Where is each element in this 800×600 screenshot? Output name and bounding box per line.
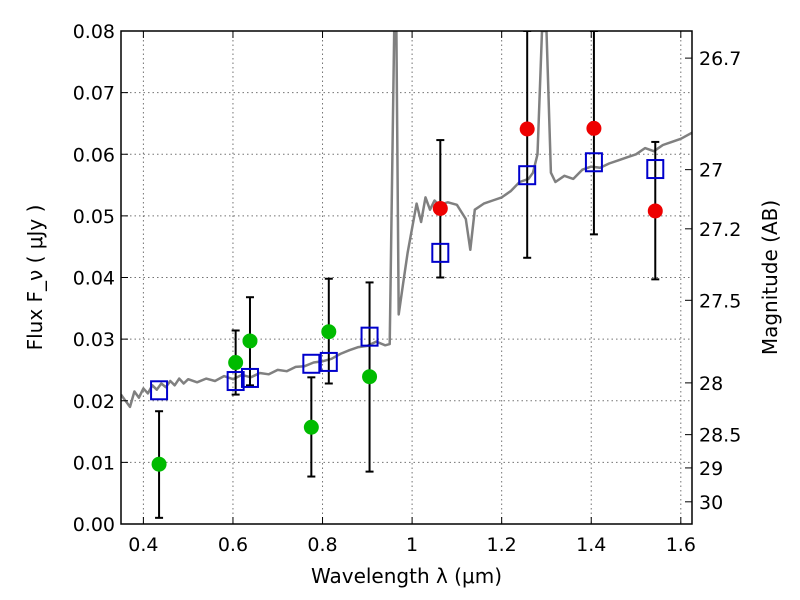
right-tick-label: 26.7: [699, 48, 741, 70]
y-tick-label: 0.00: [73, 514, 115, 536]
y-tick-label: 0.08: [73, 21, 115, 43]
x-axis-title: Wavelength λ (μm): [311, 564, 502, 588]
model-point-square: [584, 152, 603, 173]
data-point: [362, 369, 378, 385]
x-tick-label: 1: [406, 534, 418, 556]
y-tick-label: 0.05: [73, 206, 115, 228]
data-point: [303, 419, 319, 435]
y-tick-label: 0.01: [73, 452, 115, 474]
model-point-square: [646, 159, 665, 180]
x-tick-label: 1.4: [576, 534, 606, 556]
y-axis-title-right: Magnitude (AB): [758, 200, 782, 355]
x-tick-label: 1.2: [487, 534, 517, 556]
right-tick-label: 27: [699, 160, 723, 182]
data-point: [228, 355, 244, 371]
x-tick-label: 0.6: [218, 534, 248, 556]
plot-area: [121, 31, 692, 519]
y-tick-label: 0.07: [73, 83, 115, 105]
right-tick-label: 29: [699, 458, 723, 480]
x-tick-label: 0.8: [307, 534, 337, 556]
right-tick-label: 28.5: [699, 425, 741, 447]
right-tick-label: 27.5: [699, 290, 741, 312]
data-point: [321, 324, 337, 340]
data-point: [519, 121, 535, 137]
model-point-square: [518, 165, 537, 186]
axes: [120, 30, 693, 525]
model-point-square: [360, 326, 379, 347]
x-tick-label: 1.6: [666, 534, 696, 556]
axis-labels: 0.4 0.6 0.8 1 1.2 1.4 1.6 0.00 0.01 0.02 0.03 0.04 0…: [23, 21, 782, 588]
y-axis-title-left: Flux F_ν ( μJy ): [23, 205, 47, 351]
model-point-square: [319, 351, 338, 372]
model-point-square: [240, 367, 259, 388]
model-point-square: [150, 380, 169, 401]
model-point-square: [226, 371, 245, 392]
data-point: [151, 456, 167, 472]
right-tick-label: 30: [699, 492, 723, 514]
y-tick-label: 0.04: [73, 268, 115, 290]
model-spectrum-line: [121, 31, 692, 409]
model-point-square: [431, 242, 450, 263]
x-tick-label: 0.4: [128, 534, 158, 556]
data-point: [432, 200, 448, 216]
data-point: [586, 120, 602, 136]
model-point-square: [302, 353, 321, 374]
data-point: [242, 333, 258, 349]
y-tick-label: 0.03: [73, 329, 115, 351]
right-tick-label: 27.2: [699, 219, 741, 241]
y-tick-label: 0.02: [73, 391, 115, 413]
y-tick-label: 0.06: [73, 144, 115, 166]
grid-lines: [121, 30, 692, 525]
data-point: [647, 203, 663, 219]
right-tick-label: 28: [699, 373, 723, 395]
